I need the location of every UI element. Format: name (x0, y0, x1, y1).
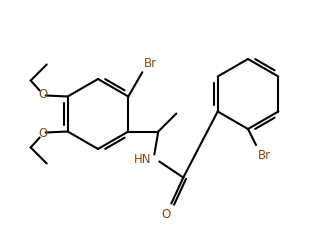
Text: Br: Br (144, 57, 158, 70)
Text: HN: HN (134, 153, 151, 166)
Text: O: O (162, 208, 171, 222)
Text: O: O (38, 127, 47, 140)
Text: Br: Br (258, 149, 271, 162)
Text: O: O (38, 88, 47, 101)
